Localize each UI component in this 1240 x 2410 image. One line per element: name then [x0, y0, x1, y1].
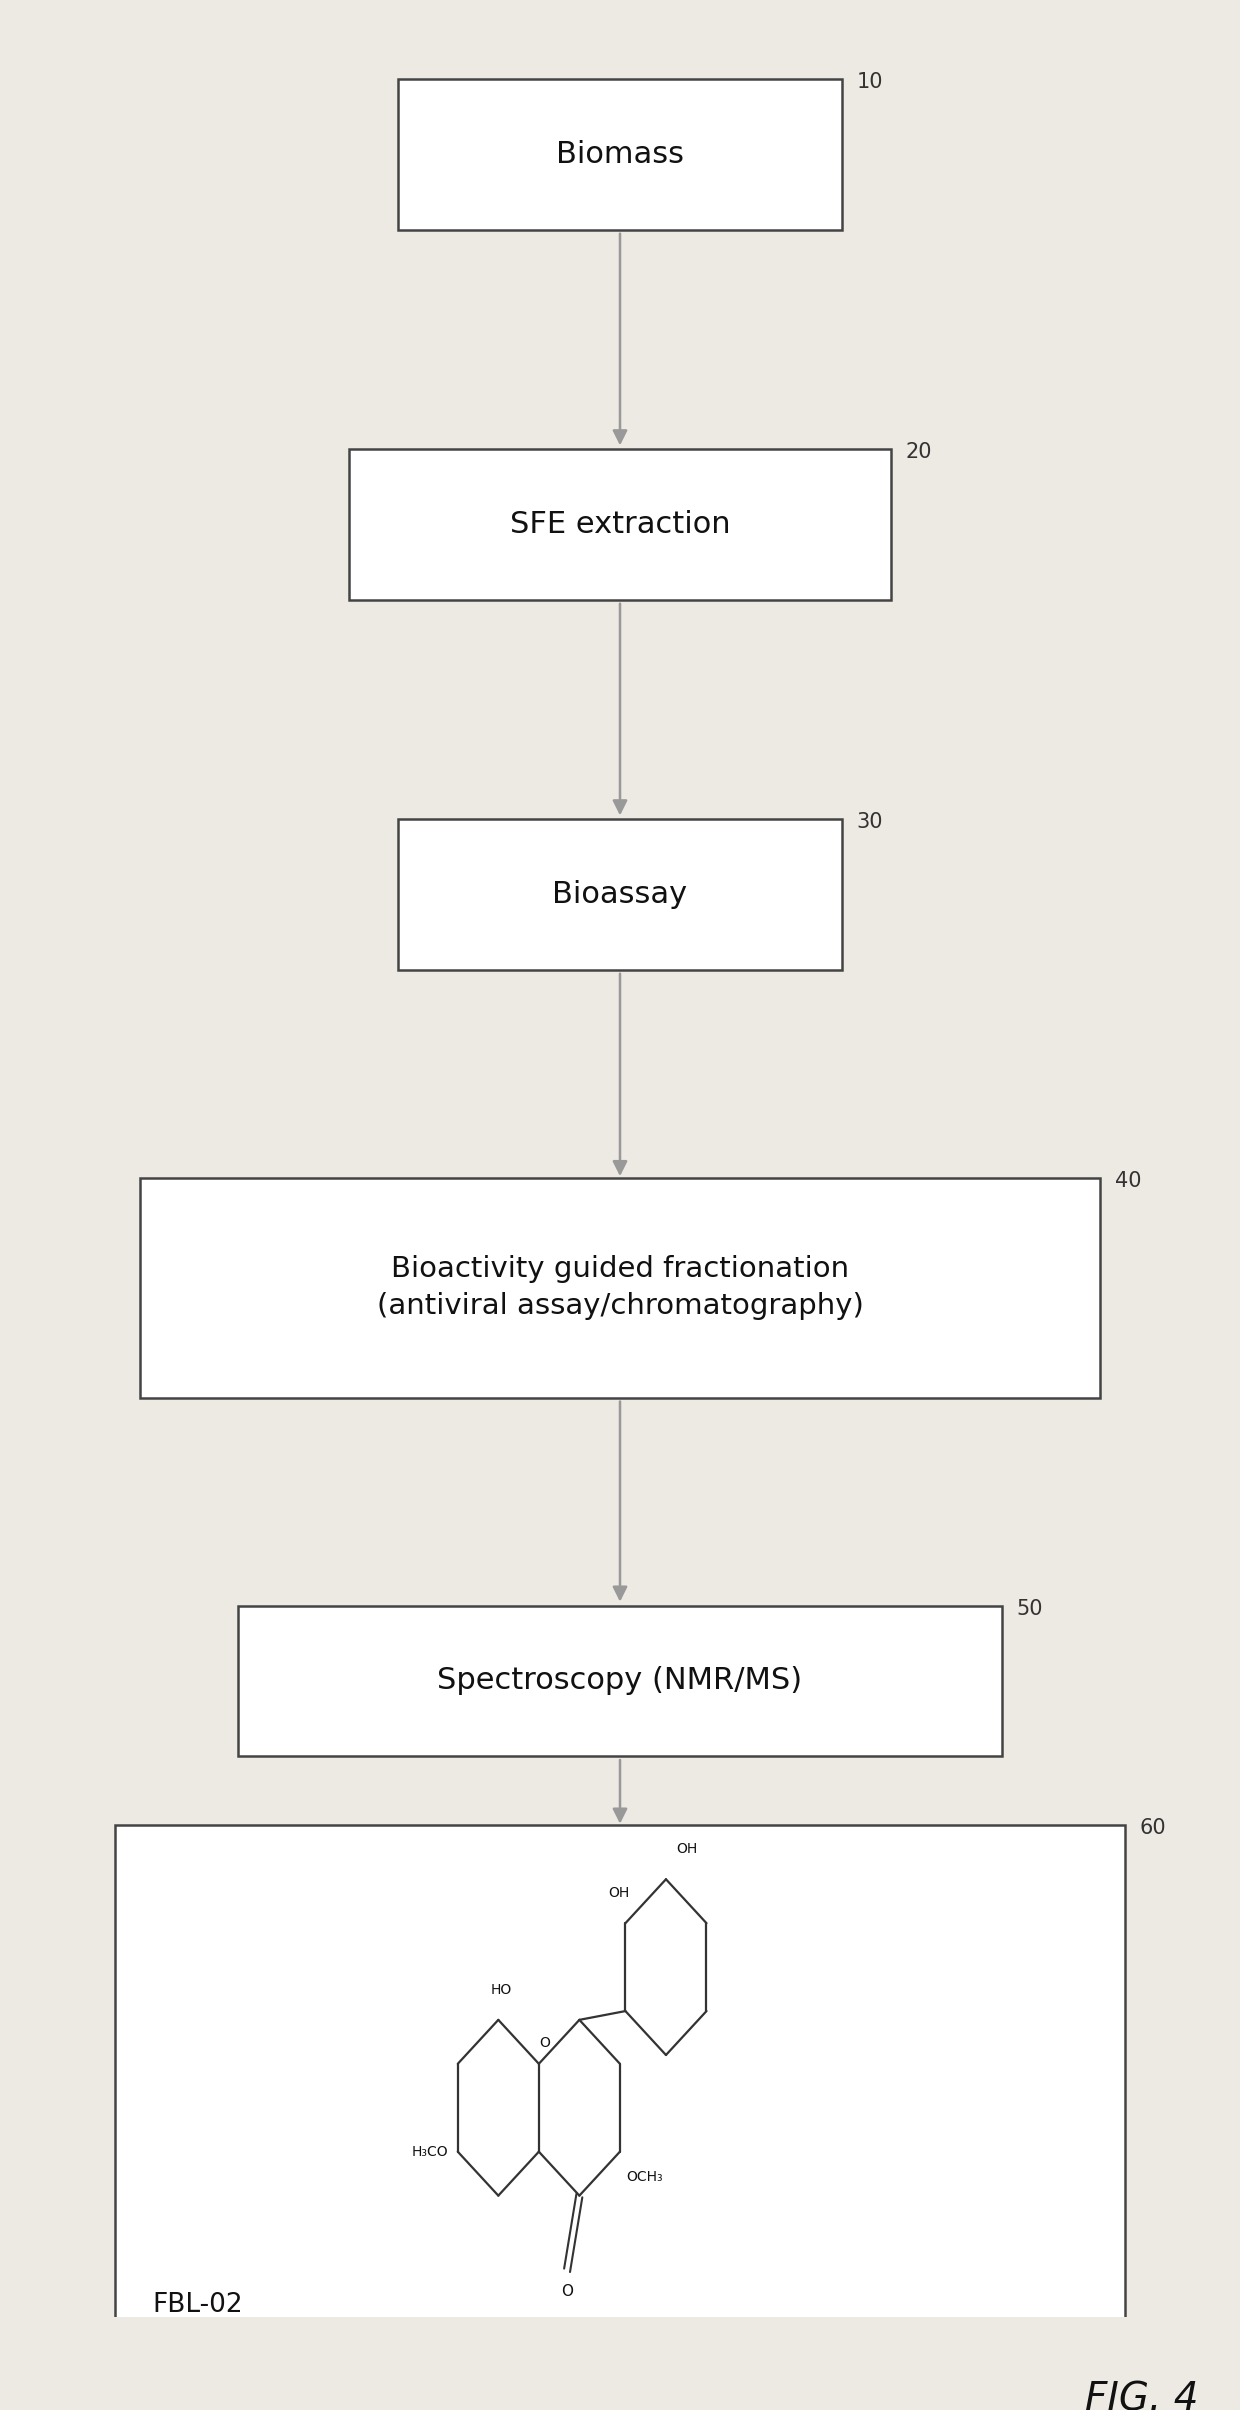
Text: H₃CO: H₃CO [412, 2145, 448, 2159]
Text: OCH₃: OCH₃ [626, 2169, 662, 2183]
Text: FIG. 4: FIG. 4 [1085, 2381, 1199, 2410]
FancyBboxPatch shape [398, 80, 842, 229]
Text: Biomass: Biomass [556, 140, 684, 169]
Text: Bioactivity guided fractionation
(antiviral assay/chromatography): Bioactivity guided fractionation (antivi… [377, 1256, 863, 1321]
Text: FBL-02: FBL-02 [153, 2292, 243, 2318]
FancyBboxPatch shape [115, 1824, 1125, 2369]
FancyBboxPatch shape [140, 1178, 1100, 1398]
Text: 40: 40 [1115, 1171, 1142, 1191]
Text: 10: 10 [857, 72, 883, 92]
Text: 30: 30 [857, 812, 883, 831]
Text: 50: 50 [1017, 1598, 1043, 1620]
FancyBboxPatch shape [238, 1605, 1002, 1757]
FancyBboxPatch shape [398, 819, 842, 969]
Text: Spectroscopy (NMR/MS): Spectroscopy (NMR/MS) [438, 1665, 802, 1694]
Text: Bioassay: Bioassay [553, 880, 687, 909]
Text: O: O [560, 2285, 573, 2299]
Text: HO: HO [490, 1983, 511, 1998]
FancyBboxPatch shape [348, 448, 892, 600]
Text: OH: OH [609, 1887, 630, 1899]
Text: 20: 20 [905, 443, 932, 463]
Text: O: O [539, 2036, 551, 2051]
Text: OH: OH [676, 1841, 697, 1856]
Text: 60: 60 [1140, 1820, 1167, 1839]
Text: SFE extraction: SFE extraction [510, 511, 730, 540]
